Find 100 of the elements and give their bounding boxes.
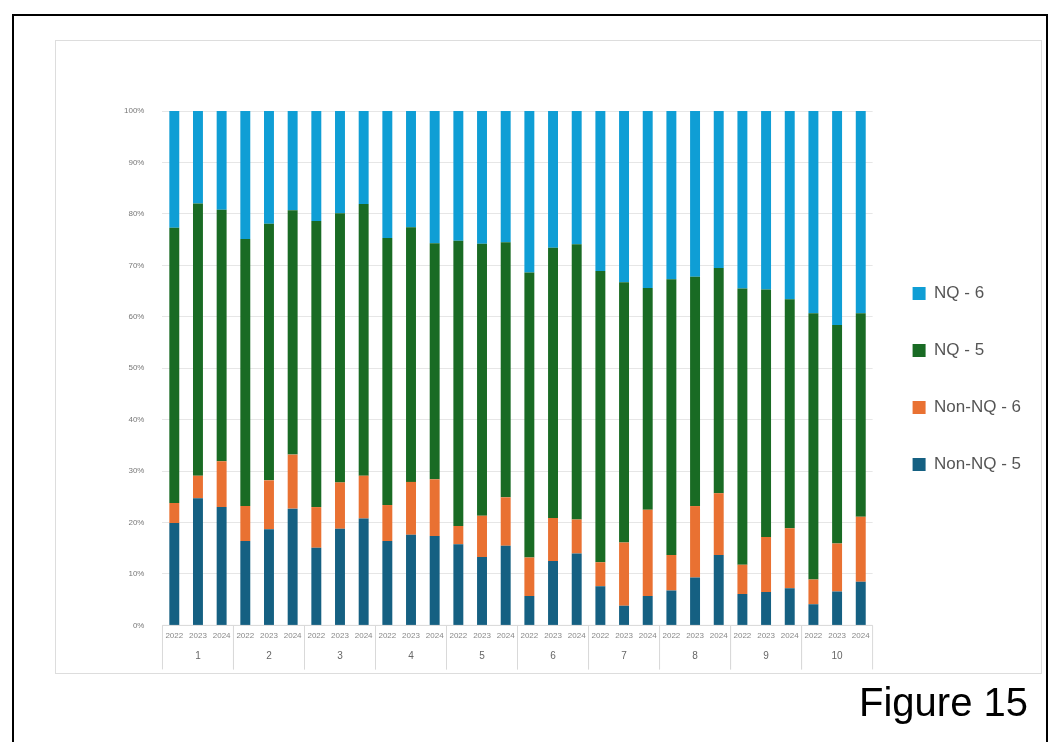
bar — [690, 506, 701, 578]
bar — [358, 518, 369, 625]
bar — [619, 542, 630, 606]
bar — [216, 507, 227, 625]
bar — [571, 553, 582, 625]
bar — [358, 204, 369, 476]
x-tick-label: 2024 — [638, 631, 658, 641]
x-tick-label: 2023 — [686, 631, 705, 641]
bar — [169, 227, 180, 503]
y-tick-label: 90% — [128, 157, 145, 167]
text: 4 — [408, 650, 415, 662]
bar — [761, 111, 772, 290]
bar — [855, 581, 866, 625]
text: 3 — [337, 650, 344, 662]
bar — [713, 554, 724, 625]
bar — [406, 534, 416, 625]
bar — [382, 238, 393, 506]
bar — [690, 111, 701, 277]
legend-label: Non-NQ - 6 — [934, 397, 1022, 417]
bar — [406, 227, 416, 482]
bar — [713, 111, 724, 268]
y-tick-label: 70% — [128, 260, 145, 270]
bar — [713, 267, 724, 494]
x-tick-label: 2024 — [283, 631, 303, 641]
bar — [406, 481, 416, 535]
bar — [429, 111, 440, 244]
x-tick-label: 2024 — [567, 631, 587, 641]
bar — [216, 461, 227, 508]
bar — [264, 480, 274, 530]
bar — [382, 505, 393, 542]
bar — [808, 313, 819, 580]
x-tick-label: 2024 — [851, 631, 871, 641]
bar — [832, 591, 843, 625]
bar — [784, 528, 795, 589]
bar — [808, 111, 819, 314]
x-tick-label: 2023 — [473, 631, 492, 641]
bar — [548, 517, 558, 562]
bar — [571, 519, 582, 554]
bar — [311, 547, 322, 625]
bar — [548, 111, 558, 248]
bar — [855, 516, 866, 582]
bar — [784, 299, 795, 529]
x-tick-label: 2023 — [402, 631, 421, 641]
bar — [382, 541, 393, 625]
x-tick-label: 2024 — [354, 631, 374, 641]
bar — [595, 111, 606, 271]
bar — [193, 203, 203, 476]
bar — [169, 502, 180, 524]
bar — [335, 482, 345, 529]
bar — [808, 579, 819, 605]
bar — [287, 508, 298, 625]
bar — [666, 279, 677, 555]
text: 8 — [692, 650, 699, 662]
bar — [193, 498, 203, 625]
bar — [453, 544, 464, 625]
bar — [264, 223, 274, 481]
text: 2 — [266, 650, 273, 662]
bar — [571, 244, 582, 520]
y-tick-label: 40% — [128, 414, 145, 424]
x-tick-label: 2023 — [757, 631, 776, 641]
text: 9 — [763, 650, 770, 662]
bar — [642, 287, 653, 510]
bar — [642, 596, 653, 625]
bar — [358, 475, 369, 519]
bar — [619, 282, 630, 543]
bar — [808, 604, 819, 625]
caption: Figure 15 — [859, 680, 1028, 725]
bar — [619, 605, 630, 625]
bar — [406, 111, 416, 228]
bar — [500, 111, 511, 243]
x-tick-label: 2024 — [709, 631, 729, 641]
bar — [690, 276, 701, 507]
bar — [737, 564, 748, 595]
bar — [477, 243, 487, 516]
x-tick-label: 2023 — [544, 631, 563, 641]
bar — [311, 221, 322, 508]
bar — [548, 561, 558, 625]
x-tick-label: 2022 — [307, 631, 326, 641]
bar — [477, 111, 487, 244]
bar — [335, 111, 345, 214]
bar — [571, 111, 582, 245]
bar — [524, 111, 535, 273]
legend-label: NQ - 6 — [934, 283, 985, 303]
bar — [429, 535, 440, 625]
y-tick-label: 0% — [132, 620, 145, 630]
text: 10 — [831, 650, 844, 662]
bar — [737, 111, 748, 289]
bar — [311, 507, 322, 548]
text: 6 — [550, 650, 557, 662]
x-tick-label: 2023 — [260, 631, 279, 641]
bar — [453, 526, 464, 545]
bar — [500, 545, 511, 625]
x-tick-label: 2024 — [425, 631, 445, 641]
bar — [595, 270, 606, 563]
bar — [311, 111, 322, 222]
y-tick-label: 30% — [128, 466, 145, 476]
bar — [429, 479, 440, 536]
y-tick-label: 20% — [128, 517, 145, 527]
x-tick-label: 2023 — [189, 631, 208, 641]
bar — [335, 528, 345, 625]
